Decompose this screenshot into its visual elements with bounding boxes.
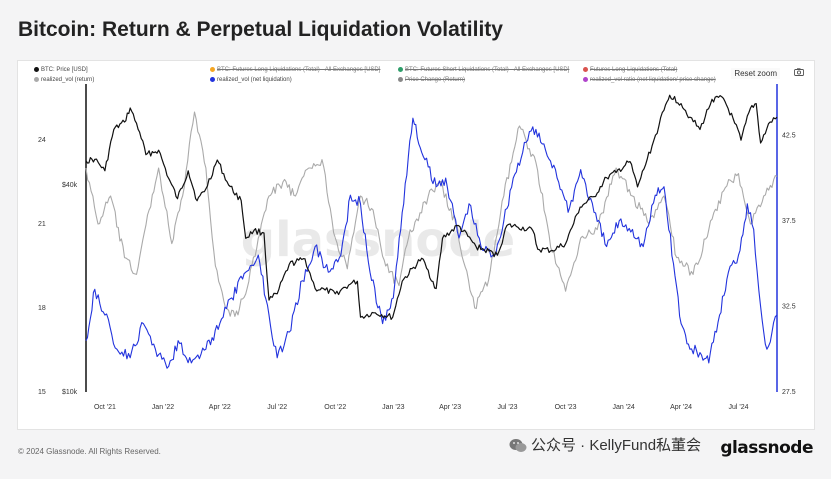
legend-label: Futures Long Liquidations (Total) [590, 67, 678, 74]
legend-label: BTC: Futures Long Liquidations (Total) -… [217, 67, 381, 74]
x-tick-label: Oct '23 [555, 404, 577, 411]
x-tick-label: Jul '23 [498, 404, 518, 411]
legend-item[interactable]: Price Change (Return) [398, 77, 465, 83]
left-tick-label: 18 [38, 305, 46, 312]
legend-marker [210, 67, 215, 72]
left-tick-label: 24 [38, 137, 46, 144]
legend-label: realized_vol (net liquidation) [217, 77, 292, 84]
left-tick-label: 21 [38, 221, 46, 228]
x-tick-label: Jan '24 [612, 404, 634, 411]
legend-label: BTC: Futures Short Liquidations (Total) … [405, 67, 570, 74]
copyright-text: © 2024 Glassnode. All Rights Reserved. [18, 447, 161, 456]
legend-label: BTC: Price [USD] [41, 67, 88, 74]
chart-card: glassnode 24 21 18 15 $40k $10k 42.5 37.5 32.5 27.… [17, 60, 815, 430]
x-tick-label: Apr '24 [670, 404, 692, 411]
wechat-watermark: 公众号 · KellyFund私董会 [509, 434, 701, 455]
series-line-realized-vol-return [85, 111, 778, 317]
wechat-icon [509, 439, 527, 453]
series-line-btc-price-usd [85, 94, 778, 320]
right-tick-label: 32.5 [782, 303, 796, 310]
legend-marker [210, 77, 215, 82]
left-tick-label: 15 [38, 389, 46, 396]
legend-item[interactable]: Futures Long Liquidations (Total) [583, 67, 677, 73]
legend-item[interactable]: realized_vol (net liquidation) [210, 77, 292, 83]
legend-marker [583, 77, 588, 82]
legend-item[interactable]: BTC: Futures Long Liquidations (Total) -… [210, 67, 380, 73]
legend-item[interactable]: realized_vol (return) [34, 77, 94, 83]
x-tick-label: Jul '24 [728, 404, 748, 411]
price-tick-label: $10k [62, 389, 78, 396]
legend-item[interactable]: BTC: Price [USD] [34, 67, 88, 73]
chart-legend: BTC: Price [USD] BTC: Futures Long Liquid… [34, 67, 734, 89]
legend-item[interactable]: BTC: Futures Short Liquidations (Total) … [398, 67, 569, 73]
page-title: Bitcoin: Return & Perpetual Liquidation … [18, 18, 503, 41]
legend-marker [583, 67, 588, 72]
x-tick-label: Jan '23 [382, 404, 404, 411]
x-tick-label: Oct '21 [94, 404, 116, 411]
right-tick-label: 42.5 [782, 132, 796, 139]
legend-label: realized_vol ratio (net liquidation/ pri… [590, 77, 716, 84]
right-tick-label: 27.5 [782, 389, 796, 396]
price-tick-label: $40k [62, 182, 78, 189]
legend-label: Price Change (Return) [405, 77, 466, 84]
legend-label: realized_vol (return) [41, 77, 95, 84]
x-tick-label: Jan '22 [152, 404, 174, 411]
chart-svg[interactable]: glassnode 24 21 18 15 $40k $10k 42.5 37.5 32.5 27.… [18, 61, 814, 429]
camera-icon[interactable] [794, 68, 804, 76]
x-tick-label: Oct '22 [324, 404, 346, 411]
legend-item[interactable]: realized_vol ratio (net liquidation/ pri… [583, 77, 716, 83]
legend-marker [34, 67, 39, 72]
wechat-text: 公众号 · KellyFund私董会 [531, 437, 702, 454]
right-tick-label: 37.5 [782, 218, 796, 225]
series-line-realized-vol-net-liquidation [85, 117, 778, 369]
reset-zoom-button[interactable]: Reset zoom [731, 68, 780, 79]
legend-marker [34, 77, 39, 82]
watermark-text: glassnode [241, 212, 515, 268]
legend-marker [398, 67, 403, 72]
x-tick-label: Apr '22 [209, 404, 231, 411]
glassnode-logo: glassnode [720, 438, 813, 458]
x-tick-label: Apr '23 [439, 404, 461, 411]
x-tick-label: Jul '22 [267, 404, 287, 411]
legend-marker [398, 77, 403, 82]
